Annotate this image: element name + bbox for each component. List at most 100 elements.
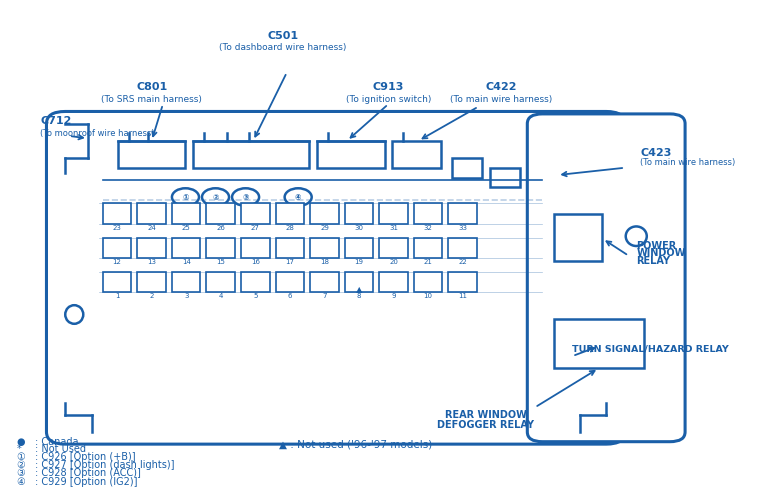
- Circle shape: [202, 188, 229, 206]
- Text: : C928 [Option (ACC)]: : C928 [Option (ACC)]: [35, 468, 141, 478]
- Bar: [379, 203, 408, 224]
- Bar: [276, 238, 304, 258]
- Bar: [103, 238, 131, 258]
- Text: 26: 26: [217, 225, 225, 231]
- Text: 33: 33: [458, 225, 467, 231]
- Bar: [137, 272, 166, 292]
- Text: ④: ④: [16, 477, 25, 487]
- Bar: [554, 319, 644, 369]
- Text: : C929 [Option (IG2)]: : C929 [Option (IG2)]: [35, 477, 137, 487]
- Text: (To main wire harness): (To main wire harness): [450, 95, 552, 104]
- Text: 18: 18: [320, 259, 329, 265]
- Text: 16: 16: [251, 259, 260, 265]
- Bar: [207, 272, 235, 292]
- Text: 25: 25: [182, 225, 190, 231]
- Text: 29: 29: [320, 225, 329, 231]
- Bar: [137, 203, 166, 224]
- Bar: [449, 238, 477, 258]
- Text: ▲: ▲: [356, 284, 362, 294]
- Text: 17: 17: [286, 259, 294, 265]
- Bar: [452, 158, 482, 178]
- Bar: [414, 272, 442, 292]
- Text: ④: ④: [295, 192, 301, 202]
- Text: C423: C423: [640, 148, 671, 158]
- Bar: [414, 203, 442, 224]
- Text: 2: 2: [150, 293, 154, 300]
- Text: 31: 31: [389, 225, 398, 231]
- Text: 1: 1: [115, 293, 119, 300]
- Text: 3: 3: [184, 293, 188, 300]
- Text: 23: 23: [113, 225, 121, 231]
- Text: 28: 28: [286, 225, 294, 231]
- Bar: [172, 238, 200, 258]
- Text: : Not Used: : Not Used: [35, 444, 86, 454]
- Bar: [103, 272, 131, 292]
- Text: 7: 7: [323, 293, 326, 300]
- Text: 30: 30: [355, 225, 363, 231]
- Text: C801: C801: [136, 82, 167, 92]
- Text: ①: ①: [182, 192, 189, 202]
- Text: 13: 13: [147, 259, 156, 265]
- Text: (To ignition switch): (To ignition switch): [346, 95, 431, 104]
- Text: : C926 [Option (+B)]: : C926 [Option (+B)]: [35, 452, 136, 462]
- Bar: [379, 238, 408, 258]
- Text: ▲ : Not used ('96-'97 models): ▲ : Not used ('96-'97 models): [280, 439, 432, 449]
- Text: 9: 9: [392, 293, 396, 300]
- Text: REAR WINDOW: REAR WINDOW: [445, 410, 527, 420]
- Text: 15: 15: [217, 259, 225, 265]
- Text: C422: C422: [485, 82, 517, 92]
- Text: : C927 [Option (dash lights)]: : C927 [Option (dash lights)]: [35, 460, 174, 470]
- Text: C712: C712: [41, 116, 72, 126]
- Bar: [414, 238, 442, 258]
- Ellipse shape: [65, 305, 83, 324]
- Bar: [207, 238, 235, 258]
- Text: ②: ②: [16, 460, 25, 470]
- Bar: [241, 203, 270, 224]
- Text: 27: 27: [251, 225, 260, 231]
- Text: WINDOW: WINDOW: [636, 248, 686, 258]
- Bar: [554, 214, 602, 261]
- Bar: [310, 238, 339, 258]
- Bar: [276, 272, 304, 292]
- Text: 11: 11: [458, 293, 467, 300]
- Text: : Canada: : Canada: [35, 437, 78, 447]
- Text: 19: 19: [355, 259, 363, 265]
- Text: (To SRS main harness): (To SRS main harness): [101, 95, 202, 104]
- Text: RELAY: RELAY: [636, 256, 670, 266]
- Text: 8: 8: [357, 293, 361, 300]
- Bar: [172, 272, 200, 292]
- Text: 12: 12: [113, 259, 121, 265]
- Bar: [193, 141, 310, 168]
- Text: POWER: POWER: [636, 241, 677, 251]
- Text: (To dashboard wire harness): (To dashboard wire harness): [220, 43, 347, 52]
- Bar: [449, 272, 477, 292]
- Text: 10: 10: [424, 293, 432, 300]
- Text: (To main wire harness): (To main wire harness): [640, 158, 735, 167]
- Bar: [345, 238, 373, 258]
- Text: 24: 24: [147, 225, 156, 231]
- Bar: [490, 168, 520, 187]
- Text: 6: 6: [288, 293, 292, 300]
- Bar: [310, 203, 339, 224]
- Bar: [345, 203, 373, 224]
- Text: 5: 5: [253, 293, 257, 300]
- Text: ③: ③: [16, 468, 25, 478]
- Text: *: *: [16, 444, 22, 454]
- FancyBboxPatch shape: [47, 112, 625, 444]
- Circle shape: [285, 188, 312, 206]
- Text: 22: 22: [458, 259, 467, 265]
- Text: 21: 21: [424, 259, 432, 265]
- Bar: [137, 238, 166, 258]
- Bar: [276, 203, 304, 224]
- Text: 14: 14: [182, 259, 190, 265]
- Text: C913: C913: [372, 82, 404, 92]
- Ellipse shape: [626, 226, 647, 246]
- Text: C501: C501: [267, 31, 299, 41]
- Circle shape: [172, 188, 199, 206]
- Text: TURN SIGNAL/HAZARD RELAY: TURN SIGNAL/HAZARD RELAY: [572, 344, 729, 353]
- Bar: [241, 272, 270, 292]
- Bar: [345, 272, 373, 292]
- Text: ②: ②: [212, 192, 219, 202]
- Bar: [172, 203, 200, 224]
- Text: ①: ①: [16, 452, 25, 462]
